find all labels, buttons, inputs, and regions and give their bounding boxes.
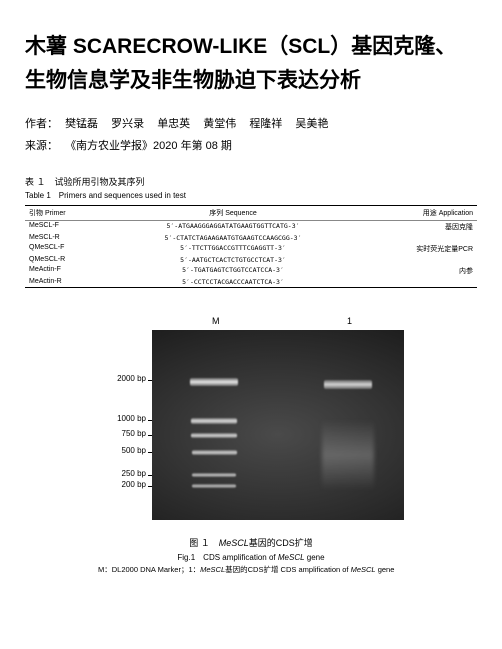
figure-captions: 图 １ MeSCL基因的CDS扩增 Fig.1 CDS amplificatio… xyxy=(98,537,404,575)
gel-lane-labels: M 1 xyxy=(152,316,404,330)
cell-app: 基因克隆 xyxy=(362,221,477,234)
lane-label-1: 1 xyxy=(347,316,352,326)
cell-primer: MeSCL-R xyxy=(25,233,104,243)
primer-table: 引物 Primer 序列 Sequence 用途 Application MeS… xyxy=(25,205,477,288)
th-application: 用途 Application xyxy=(362,206,477,221)
cell-primer: MeSCL-F xyxy=(25,221,104,234)
cell-app: 内参 xyxy=(362,265,477,277)
th-primer: 引物 Primer xyxy=(25,206,104,221)
marker-band xyxy=(191,433,237,438)
gel-bp-labels: 2000 bp 1000 bp 750 bp 500 bp 250 bp 200 bp xyxy=(98,330,152,520)
bp-label: 500 bp xyxy=(122,446,146,455)
author: 单忠英 xyxy=(157,118,190,130)
figure-section: M 1 2000 bp 1000 bp 750 bp 500 bp 250 bp 200 … xyxy=(25,316,477,577)
table-caption-en: Table 1 Primers and sequences used in te… xyxy=(25,190,477,201)
source-line: 来源： 《南方农业学报》2020 年第 08 期 xyxy=(25,137,477,153)
cell-app xyxy=(362,277,477,288)
fig-description: M：DL2000 DNA Marker；1：MeSCL基因的CDS扩增 CDS … xyxy=(98,565,404,576)
paper-title: 木薯 SCARECROW-LIKE（SCL）基因克隆、生物信息学及非生物胁迫下表… xyxy=(25,30,477,97)
cell-primer: QMeSCL-F xyxy=(25,243,104,255)
author: 罗兴录 xyxy=(111,118,144,130)
table-caption-cn: 表 １ 试验所用引物及其序列 xyxy=(25,175,477,188)
table-section: 表 １ 试验所用引物及其序列 Table 1 Primers and seque… xyxy=(25,175,477,288)
table-row: QMeSCL-R 5′-AATGCTCACTCTGTGCCTCAT-3′ xyxy=(25,255,477,265)
table-row: MeSCL-F 5′-ATGAAGGGAGGATATGAAGTGGTTCATG-… xyxy=(25,221,477,234)
source-label: 来源： xyxy=(25,140,58,152)
author: 樊锰磊 xyxy=(65,118,98,130)
primer-table-body: MeSCL-F 5′-ATGAAGGGAGGATATGAAGTGGTTCATG-… xyxy=(25,221,477,288)
cell-app xyxy=(362,255,477,265)
gel-image xyxy=(152,330,404,520)
bp-label: 250 bp xyxy=(122,469,146,478)
fig-caption-cn: 图 １ MeSCL基因的CDS扩增 xyxy=(98,537,404,550)
cell-primer: QMeSCL-R xyxy=(25,255,104,265)
marker-band xyxy=(191,418,237,424)
sample-band xyxy=(324,380,372,389)
marker-band xyxy=(190,378,238,386)
author: 程隆祥 xyxy=(249,118,282,130)
authors-label: 作者： xyxy=(25,118,58,130)
fig-caption-en: Fig.1 CDS amplification of MeSCL gene xyxy=(98,552,404,563)
gel-main: 2000 bp 1000 bp 750 bp 500 bp 250 bp 200 bp xyxy=(98,330,404,520)
authors-line: 作者： 樊锰磊 罗兴录 单忠英 黄堂伟 程隆祥 吴美艳 xyxy=(25,115,477,131)
author: 黄堂伟 xyxy=(203,118,236,130)
bp-label: 200 bp xyxy=(122,480,146,489)
table-row: MeActin-F 5′-TGATGAGTCTGGTCCATCCA-3′ 内参 xyxy=(25,265,477,277)
th-sequence: 序列 Sequence xyxy=(104,206,362,221)
marker-band xyxy=(192,484,236,488)
cell-app: 实时荧光定量PCR xyxy=(362,243,477,255)
lane-label-m: M xyxy=(212,316,220,326)
marker-band xyxy=(192,450,237,455)
gel-container: M 1 2000 bp 1000 bp 750 bp 500 bp 250 bp 200 … xyxy=(98,316,404,520)
bp-label: 1000 bp xyxy=(117,414,146,423)
cell-seq: 5′-TGATGAGTCTGGTCCATCCA-3′ xyxy=(104,265,362,277)
author: 吴美艳 xyxy=(295,118,328,130)
cell-seq: 5′-TTCTTGGACCGTTTCGAGGTT-3′ xyxy=(104,243,362,255)
table-row: MeSCL-R 5′-CTATCTAGAAGAATGTGAAGTCCAAGCGG… xyxy=(25,233,477,243)
source-text: 《南方农业学报》2020 年第 08 期 xyxy=(65,140,232,152)
sample-smear xyxy=(322,420,374,490)
cell-seq: 5′-CTATCTAGAAGAATGTGAAGTCCAAGCGG-3′ xyxy=(104,233,362,243)
bp-label: 2000 bp xyxy=(117,374,146,383)
cell-app xyxy=(362,233,477,243)
cell-seq: 5′-CCTCCTACGACCCAATCTCA-3′ xyxy=(104,277,362,288)
cell-primer: MeActin-R xyxy=(25,277,104,288)
cell-seq: 5′-AATGCTCACTCTGTGCCTCAT-3′ xyxy=(104,255,362,265)
cell-primer: MeActin-F xyxy=(25,265,104,277)
table-row: MeActin-R 5′-CCTCCTACGACCCAATCTCA-3′ xyxy=(25,277,477,288)
table-row: QMeSCL-F 5′-TTCTTGGACCGTTTCGAGGTT-3′ 实时荧… xyxy=(25,243,477,255)
bp-label: 750 bp xyxy=(122,429,146,438)
marker-band xyxy=(192,473,236,477)
cell-seq: 5′-ATGAAGGGAGGATATGAAGTGGTTCATG-3′ xyxy=(104,221,362,234)
